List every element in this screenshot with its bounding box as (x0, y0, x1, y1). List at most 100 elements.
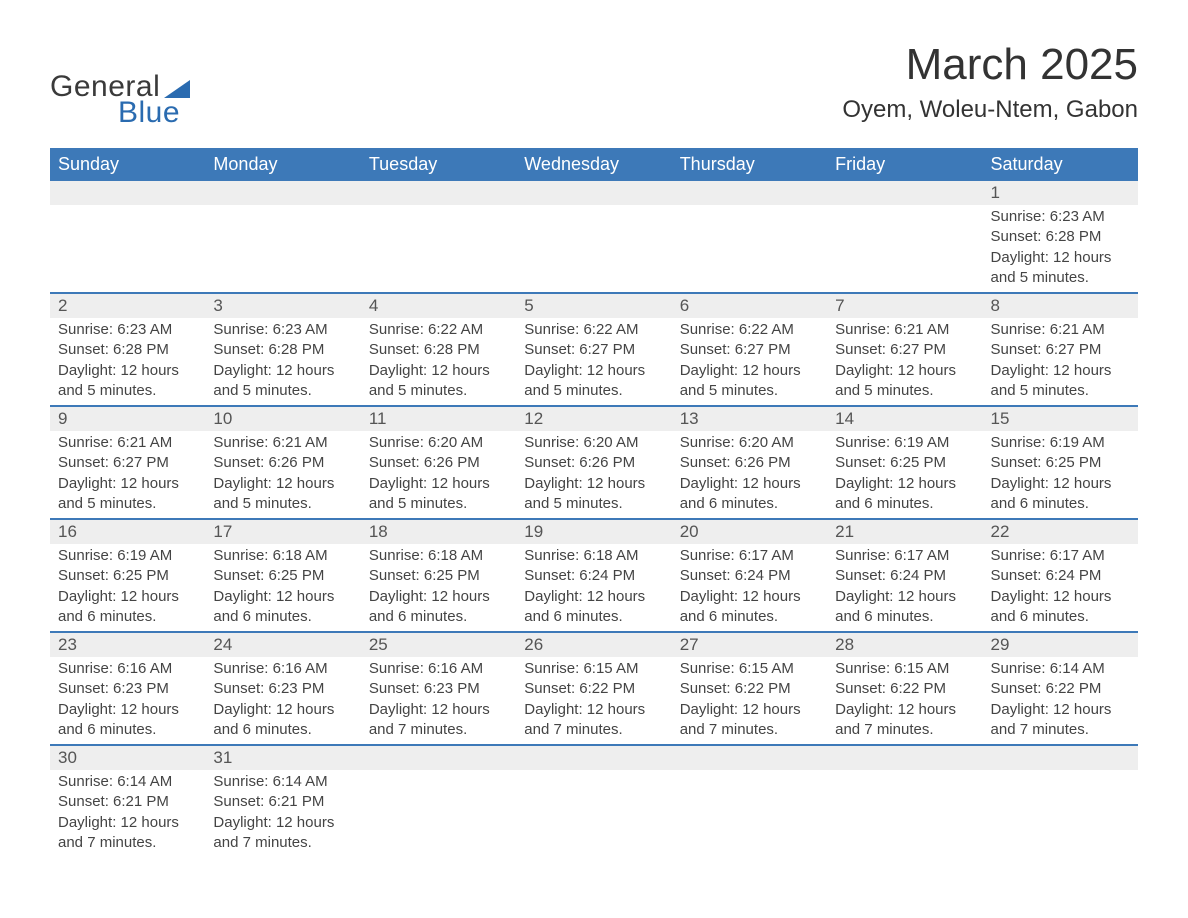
day-detail-cell: Sunrise: 6:22 AMSunset: 6:27 PMDaylight:… (672, 318, 827, 406)
day-number-cell: 17 (205, 519, 360, 544)
daylight-text: Daylight: 12 hours and 5 minutes. (835, 361, 974, 402)
day-number-cell: 23 (50, 632, 205, 657)
sunset-text: Sunset: 6:22 PM (680, 679, 819, 699)
day-number-cell: 31 (205, 745, 360, 770)
day-number-cell: 7 (827, 293, 982, 318)
day-number-cell (827, 181, 982, 205)
sunset-text: Sunset: 6:24 PM (680, 566, 819, 586)
day-detail-cell (205, 205, 360, 293)
sunset-text: Sunset: 6:27 PM (680, 340, 819, 360)
sunrise-text: Sunrise: 6:15 AM (524, 659, 663, 679)
day-number-cell (205, 181, 360, 205)
day-number-cell (516, 181, 671, 205)
brand-part2: Blue (118, 96, 190, 130)
day-detail-cell: Sunrise: 6:14 AMSunset: 6:21 PMDaylight:… (50, 770, 205, 857)
day-header: Wednesday (516, 148, 671, 181)
sunset-text: Sunset: 6:26 PM (213, 453, 352, 473)
day-number-cell: 24 (205, 632, 360, 657)
daylight-text: Daylight: 12 hours and 6 minutes. (835, 474, 974, 515)
day-detail-cell: Sunrise: 6:17 AMSunset: 6:24 PMDaylight:… (672, 544, 827, 632)
day-detail-cell: Sunrise: 6:17 AMSunset: 6:24 PMDaylight:… (983, 544, 1138, 632)
day-detail-cell: Sunrise: 6:14 AMSunset: 6:21 PMDaylight:… (205, 770, 360, 857)
sunset-text: Sunset: 6:23 PM (58, 679, 197, 699)
sunset-text: Sunset: 6:24 PM (991, 566, 1130, 586)
day-detail-cell: Sunrise: 6:23 AMSunset: 6:28 PMDaylight:… (50, 318, 205, 406)
sunrise-text: Sunrise: 6:22 AM (680, 320, 819, 340)
sunset-text: Sunset: 6:26 PM (680, 453, 819, 473)
day-number-cell: 29 (983, 632, 1138, 657)
sunset-text: Sunset: 6:28 PM (369, 340, 508, 360)
day-number-row: 9101112131415 (50, 406, 1138, 431)
sunset-text: Sunset: 6:22 PM (991, 679, 1130, 699)
sunset-text: Sunset: 6:27 PM (991, 340, 1130, 360)
day-detail-row: Sunrise: 6:16 AMSunset: 6:23 PMDaylight:… (50, 657, 1138, 745)
day-detail-cell (827, 770, 982, 857)
daylight-text: Daylight: 12 hours and 5 minutes. (58, 361, 197, 402)
day-number-cell: 15 (983, 406, 1138, 431)
day-detail-cell: Sunrise: 6:20 AMSunset: 6:26 PMDaylight:… (361, 431, 516, 519)
sunset-text: Sunset: 6:23 PM (213, 679, 352, 699)
sunset-text: Sunset: 6:24 PM (524, 566, 663, 586)
day-detail-cell (516, 770, 671, 857)
sunrise-text: Sunrise: 6:20 AM (680, 433, 819, 453)
daylight-text: Daylight: 12 hours and 5 minutes. (369, 361, 508, 402)
daylight-text: Daylight: 12 hours and 7 minutes. (58, 813, 197, 854)
day-detail-cell (827, 205, 982, 293)
sunset-text: Sunset: 6:26 PM (369, 453, 508, 473)
sunset-text: Sunset: 6:27 PM (58, 453, 197, 473)
day-number-cell (361, 745, 516, 770)
day-header: Monday (205, 148, 360, 181)
day-detail-cell: Sunrise: 6:16 AMSunset: 6:23 PMDaylight:… (50, 657, 205, 745)
brand-logo: General Blue (50, 70, 190, 130)
day-detail-cell: Sunrise: 6:19 AMSunset: 6:25 PMDaylight:… (827, 431, 982, 519)
day-number-cell: 5 (516, 293, 671, 318)
calendar-table: Sunday Monday Tuesday Wednesday Thursday… (50, 148, 1138, 857)
day-detail-row: Sunrise: 6:21 AMSunset: 6:27 PMDaylight:… (50, 431, 1138, 519)
day-detail-cell: Sunrise: 6:15 AMSunset: 6:22 PMDaylight:… (672, 657, 827, 745)
sunset-text: Sunset: 6:27 PM (524, 340, 663, 360)
daylight-text: Daylight: 12 hours and 6 minutes. (213, 700, 352, 741)
sunrise-text: Sunrise: 6:19 AM (991, 433, 1130, 453)
title-block: March 2025 Oyem, Woleu-Ntem, Gabon (842, 40, 1138, 124)
sunrise-text: Sunrise: 6:21 AM (991, 320, 1130, 340)
daylight-text: Daylight: 12 hours and 7 minutes. (835, 700, 974, 741)
sunset-text: Sunset: 6:25 PM (58, 566, 197, 586)
day-number-cell (827, 745, 982, 770)
sunset-text: Sunset: 6:25 PM (213, 566, 352, 586)
sunrise-text: Sunrise: 6:15 AM (680, 659, 819, 679)
sunrise-text: Sunrise: 6:17 AM (835, 546, 974, 566)
sunset-text: Sunset: 6:21 PM (58, 792, 197, 812)
day-detail-row: Sunrise: 6:23 AMSunset: 6:28 PMDaylight:… (50, 205, 1138, 293)
daylight-text: Daylight: 12 hours and 6 minutes. (58, 587, 197, 628)
sunrise-text: Sunrise: 6:23 AM (991, 207, 1130, 227)
sunset-text: Sunset: 6:25 PM (369, 566, 508, 586)
day-detail-row: Sunrise: 6:14 AMSunset: 6:21 PMDaylight:… (50, 770, 1138, 857)
daylight-text: Daylight: 12 hours and 6 minutes. (524, 587, 663, 628)
day-number-cell: 13 (672, 406, 827, 431)
day-number-cell (516, 745, 671, 770)
daylight-text: Daylight: 12 hours and 5 minutes. (369, 474, 508, 515)
sunrise-text: Sunrise: 6:22 AM (369, 320, 508, 340)
day-detail-cell: Sunrise: 6:21 AMSunset: 6:27 PMDaylight:… (50, 431, 205, 519)
location-subtitle: Oyem, Woleu-Ntem, Gabon (842, 96, 1138, 124)
day-detail-cell: Sunrise: 6:18 AMSunset: 6:25 PMDaylight:… (205, 544, 360, 632)
day-detail-cell: Sunrise: 6:20 AMSunset: 6:26 PMDaylight:… (516, 431, 671, 519)
day-header: Saturday (983, 148, 1138, 181)
day-number-cell: 26 (516, 632, 671, 657)
daylight-text: Daylight: 12 hours and 5 minutes. (58, 474, 197, 515)
day-number-cell: 3 (205, 293, 360, 318)
day-header: Sunday (50, 148, 205, 181)
daylight-text: Daylight: 12 hours and 7 minutes. (369, 700, 508, 741)
day-detail-cell: Sunrise: 6:17 AMSunset: 6:24 PMDaylight:… (827, 544, 982, 632)
day-header-row: Sunday Monday Tuesday Wednesday Thursday… (50, 148, 1138, 181)
day-number-row: 16171819202122 (50, 519, 1138, 544)
day-detail-cell: Sunrise: 6:22 AMSunset: 6:28 PMDaylight:… (361, 318, 516, 406)
day-detail-cell (672, 205, 827, 293)
day-number-cell: 10 (205, 406, 360, 431)
day-number-cell: 6 (672, 293, 827, 318)
day-detail-cell: Sunrise: 6:16 AMSunset: 6:23 PMDaylight:… (205, 657, 360, 745)
day-detail-cell: Sunrise: 6:21 AMSunset: 6:27 PMDaylight:… (983, 318, 1138, 406)
day-detail-row: Sunrise: 6:23 AMSunset: 6:28 PMDaylight:… (50, 318, 1138, 406)
sunset-text: Sunset: 6:28 PM (213, 340, 352, 360)
day-detail-cell (516, 205, 671, 293)
